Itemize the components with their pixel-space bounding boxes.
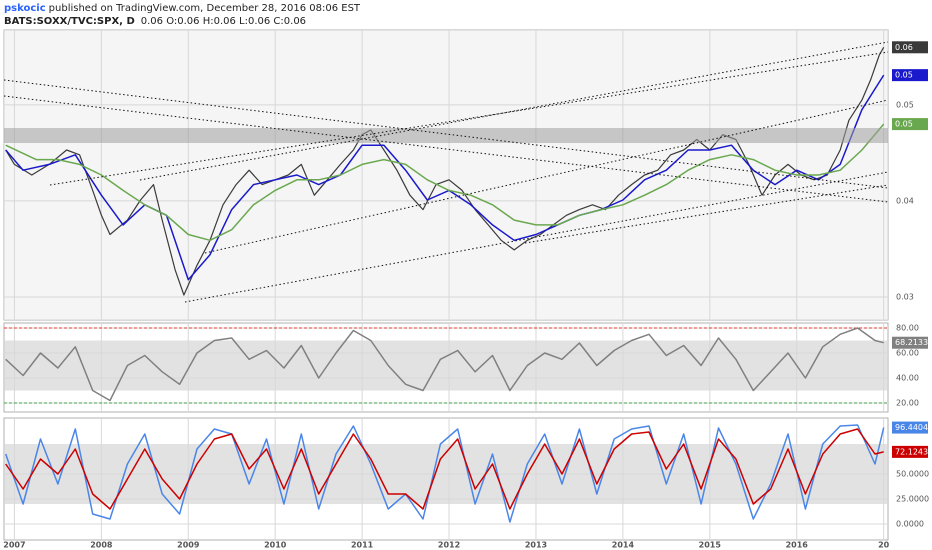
last-value-box: [892, 421, 928, 434]
trend-line: [524, 184, 889, 244]
y-tick-label: 0.03: [896, 292, 914, 301]
x-tick-label: 2009: [177, 541, 200, 550]
last-value-label: 68.2133: [895, 338, 928, 347]
y-tick-label: 0.0000: [896, 520, 924, 529]
x-tick-label: 2007: [3, 541, 25, 550]
trend-line: [3, 95, 889, 203]
y-tick-label: 80.00: [896, 324, 919, 333]
last-value-box: [892, 118, 928, 131]
series-line: [5, 327, 884, 402]
trend-line: [3, 79, 889, 189]
header: pskocic published on TradingView.com, Dec…: [4, 2, 360, 28]
pane: 0.03 0.04 0.05: [3, 29, 914, 321]
published: published on TradingView.com, December 2…: [48, 3, 361, 14]
y-tick-label: 0.05: [896, 100, 914, 109]
x-tick-label: 2016: [786, 541, 809, 550]
author[interactable]: pskocic: [4, 3, 46, 14]
y-tick-label: 40.00: [896, 374, 919, 383]
last-value-box: [892, 336, 928, 349]
band: [4, 340, 888, 391]
symbol-line: BATS:SOXX/TVC:SPX, D 0.06 O:0.06 H:0.06 L…: [4, 15, 360, 28]
price-area: [4, 30, 888, 320]
panes: 0.03 0.04 0.05 20.00 40.00 60.00 80.00 0.0000 25…: [3, 29, 929, 541]
last-value-box: [892, 41, 928, 54]
x-tick-label: 2012: [438, 541, 460, 550]
resistance-zone: [4, 128, 888, 143]
last-value-label: 0.06: [895, 43, 913, 52]
trend-line: [184, 171, 889, 303]
last-value-label: 0.05: [895, 71, 913, 80]
x-tick-label: 2011: [351, 541, 374, 550]
trend-line: [49, 51, 889, 186]
last-value-box: [892, 69, 928, 82]
pane: 0.0000 25.0000 50.0000: [3, 417, 929, 541]
publish-line: pskocic published on TradingView.com, Dec…: [4, 2, 360, 15]
last-value-box: [892, 445, 928, 458]
pane: 20.00 40.00 60.00 80.00: [3, 322, 919, 413]
ohlc: 0.06 O:0.06 H:0.06 L:0.06 C:0.06: [140, 16, 307, 27]
y-tick-label: 25.0000: [896, 495, 929, 504]
trend-drawings: [3, 41, 889, 303]
x-tick-label: 2010: [264, 541, 287, 550]
series-line: [5, 47, 885, 296]
y-tick-label: 60.00: [896, 349, 919, 358]
x-tick-label: 2015: [699, 541, 722, 550]
x-tick-label: 2014: [612, 541, 635, 550]
trend-line: [139, 41, 889, 181]
y-tick-label: 20.00: [896, 399, 919, 408]
x-tick-label: 20: [878, 541, 890, 550]
trend-line: [204, 99, 889, 254]
y-tick-label: 0.04: [896, 196, 914, 205]
y-tick-label: 50.0000: [896, 470, 929, 479]
last-value-label: 96.4404: [895, 423, 928, 432]
x-tick-label: 2013: [525, 541, 547, 550]
series-line: [5, 428, 884, 510]
last-value-label: 0.05: [895, 120, 913, 129]
last-value-label: 72.1243: [895, 447, 928, 456]
x-tick-label: 2008: [90, 541, 113, 550]
series-line: [5, 123, 885, 242]
symbol: BATS:SOXX/TVC:SPX, D: [4, 16, 135, 27]
